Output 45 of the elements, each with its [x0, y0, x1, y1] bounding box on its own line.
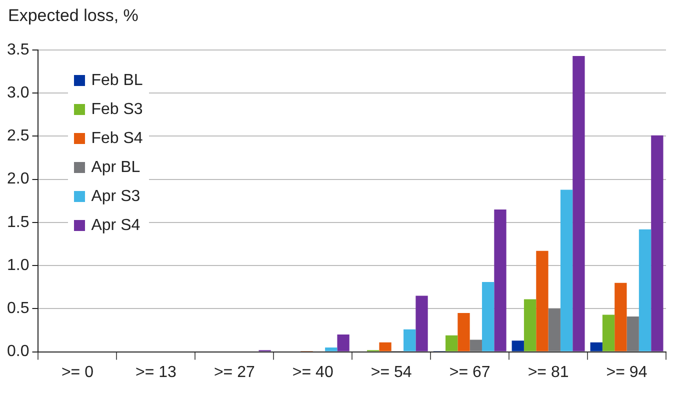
- y-tick-label: 0.0: [6, 343, 30, 360]
- y-tick-label: 0.5: [6, 300, 30, 318]
- y-tick-label: 2.5: [6, 128, 30, 145]
- bar: [602, 314, 615, 352]
- bar: [548, 308, 560, 352]
- bar: [590, 342, 602, 352]
- bar: [470, 340, 482, 352]
- x-tick-label: >= 54: [370, 364, 412, 381]
- bar: [512, 340, 524, 352]
- y-axis-title: Expected loss, %: [8, 6, 138, 26]
- bar: [416, 296, 428, 352]
- x-tick-label: >= 40: [292, 364, 334, 381]
- legend-label: Apr S4: [91, 216, 140, 234]
- bar: [560, 190, 573, 352]
- bar: [379, 342, 392, 352]
- x-tick-label: >= 67: [449, 364, 490, 381]
- y-tick-label: 3.0: [6, 84, 30, 102]
- x-tick-label: >= 13: [135, 364, 177, 381]
- x-tick-label: >= 81: [528, 364, 569, 381]
- bar: [404, 329, 416, 352]
- y-tick-label: 1.0: [6, 256, 30, 274]
- y-tick-label: 2.0: [6, 170, 30, 188]
- bar: [638, 229, 652, 352]
- x-tick-label: >= 0: [61, 364, 94, 381]
- legend-label: Feb S4: [91, 130, 143, 148]
- bar: [337, 334, 350, 352]
- y-tick-label: 1.5: [6, 214, 30, 231]
- bar: [458, 312, 470, 352]
- bar: [524, 299, 536, 352]
- bar: [536, 250, 548, 352]
- legend-label: Feb BL: [91, 72, 143, 90]
- legend-label: Feb S3: [91, 100, 143, 118]
- legend-label: Apr BL: [91, 158, 140, 176]
- bar: [626, 316, 639, 352]
- bar: [446, 335, 458, 352]
- bar: [494, 210, 506, 352]
- bar: [325, 347, 338, 352]
- bar: [614, 282, 627, 352]
- x-tick-label: >= 94: [606, 364, 648, 381]
- bar: [482, 282, 494, 352]
- bar: [572, 56, 585, 352]
- bar: [651, 135, 664, 352]
- legend-label: Apr S3: [91, 188, 140, 206]
- x-tick-label: >= 27: [214, 364, 255, 381]
- y-tick-label: 3.5: [6, 41, 30, 58]
